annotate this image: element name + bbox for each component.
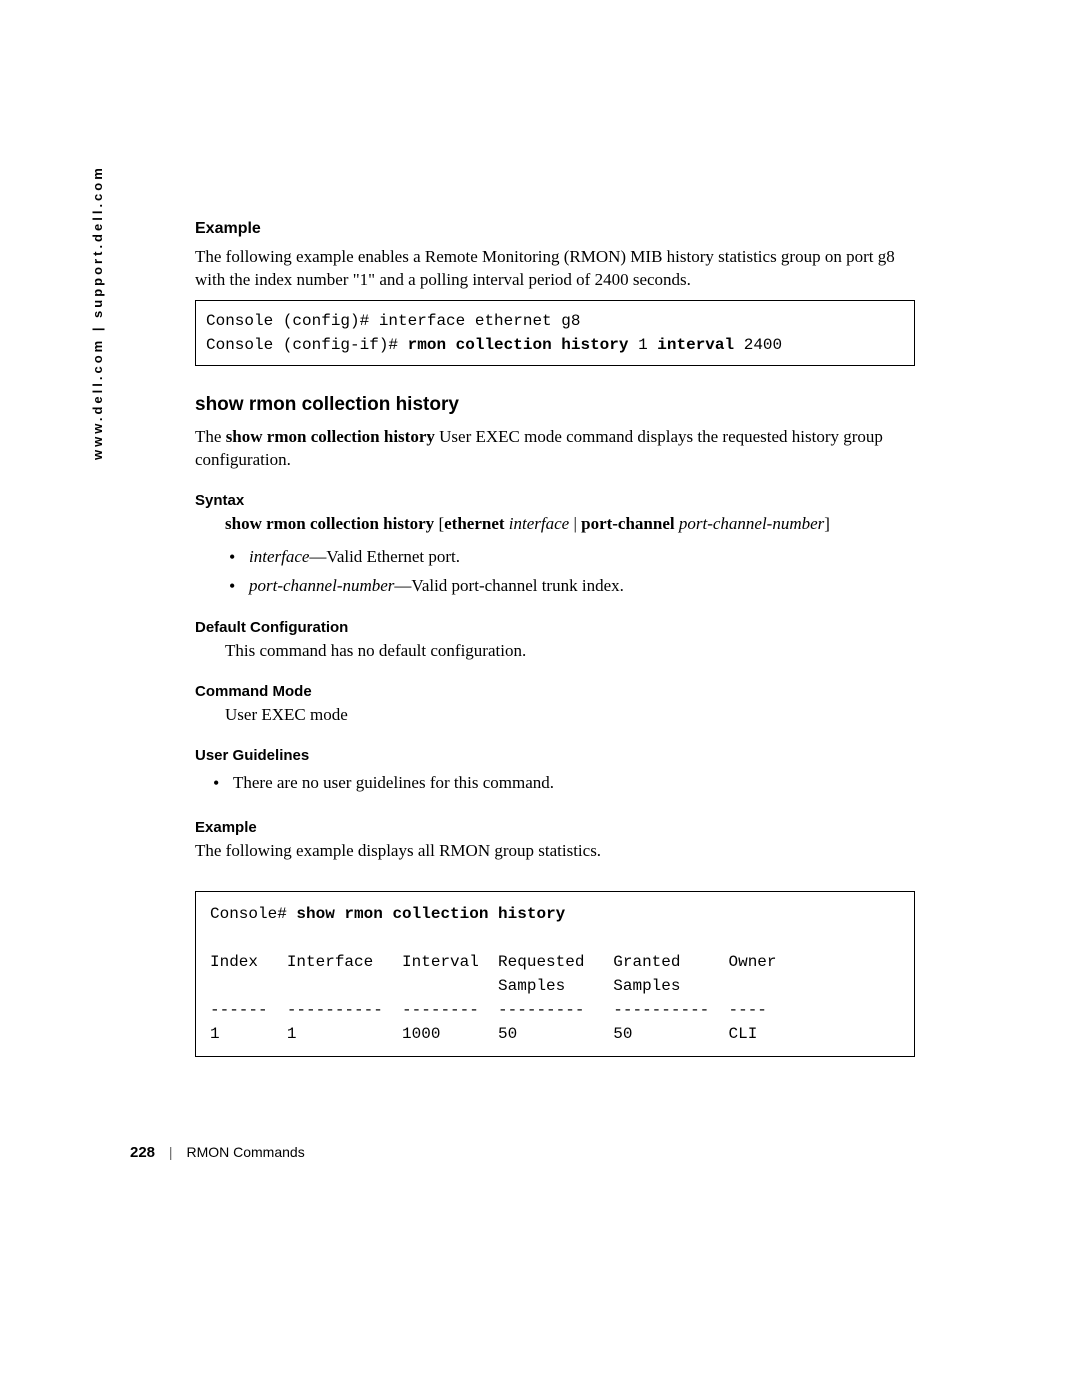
example2-heading: Example (195, 819, 915, 836)
defconfig-heading: Default Configuration (195, 619, 915, 636)
footer-section: RMON Commands (186, 1144, 304, 1160)
defconfig-text: This command has no default configuratio… (225, 640, 915, 663)
syn-j: ] (824, 514, 830, 533)
example1-intro: The following example enables a Remote M… (195, 246, 915, 292)
desc-a: The (195, 427, 226, 446)
b1a: interface (249, 547, 309, 566)
syn-g: port-channel (581, 514, 675, 533)
e2-line1a: Console# (210, 905, 296, 923)
guidelines-bullets: There are no user guidelines for this co… (209, 770, 915, 796)
cmdmode-heading: Command Mode (195, 683, 915, 700)
syn-f: | (569, 514, 581, 533)
e2-line1b: show rmon collection history (296, 905, 565, 923)
syn-e: interface (509, 514, 569, 533)
syntax-heading: Syntax (195, 492, 915, 509)
example2-code: Console# show rmon collection history In… (195, 891, 915, 1057)
footer-divider: | (169, 1144, 173, 1160)
code-line2d: interval (657, 336, 734, 354)
code-line1: Console (config)# interface ethernet g8 (206, 312, 580, 330)
b2b: —Valid port-channel trunk index. (394, 576, 623, 595)
code-line2e: 2400 (734, 336, 782, 354)
sidebar-url: www.dell.com | support.dell.com (90, 165, 105, 460)
e2-table: Index Interface Interval Requested Grant… (210, 953, 777, 1043)
code-line2b: rmon collection history (408, 336, 629, 354)
guidelines-heading: User Guidelines (195, 747, 915, 764)
section-title: show rmon collection history (195, 394, 915, 416)
syn-i: port-channel-number (679, 514, 824, 533)
page-number: 228 (130, 1144, 155, 1161)
syntax-bullet-2: port-channel-number—Valid port-channel t… (225, 573, 915, 599)
page-content: Example The following example enables a … (195, 220, 915, 1065)
page-footer: 228 | RMON Commands (130, 1144, 305, 1161)
syntax-bullet-1: interface—Valid Ethernet port. (225, 544, 915, 570)
section-desc: The show rmon collection history User EX… (195, 426, 915, 472)
example2-intro: The following example displays all RMON … (195, 840, 915, 863)
code-line2c: 1 (628, 336, 657, 354)
b1b: —Valid Ethernet port. (309, 547, 460, 566)
example1-heading: Example (195, 220, 915, 238)
syn-b: [ (434, 514, 444, 533)
syntax-bullets: interface—Valid Ethernet port. port-chan… (225, 544, 915, 599)
b2a: port-channel-number (249, 576, 394, 595)
code-line2a: Console (config-if)# (206, 336, 408, 354)
guidelines-bullet-1: There are no user guidelines for this co… (209, 770, 915, 796)
desc-b: show rmon collection history (226, 427, 435, 446)
cmdmode-text: User EXEC mode (225, 704, 915, 727)
example1-code: Console (config)# interface ethernet g8 … (195, 300, 915, 366)
syn-a: show rmon collection history (225, 514, 434, 533)
syntax-line: show rmon collection history [ethernet i… (225, 513, 915, 536)
syn-c: ethernet (444, 514, 504, 533)
